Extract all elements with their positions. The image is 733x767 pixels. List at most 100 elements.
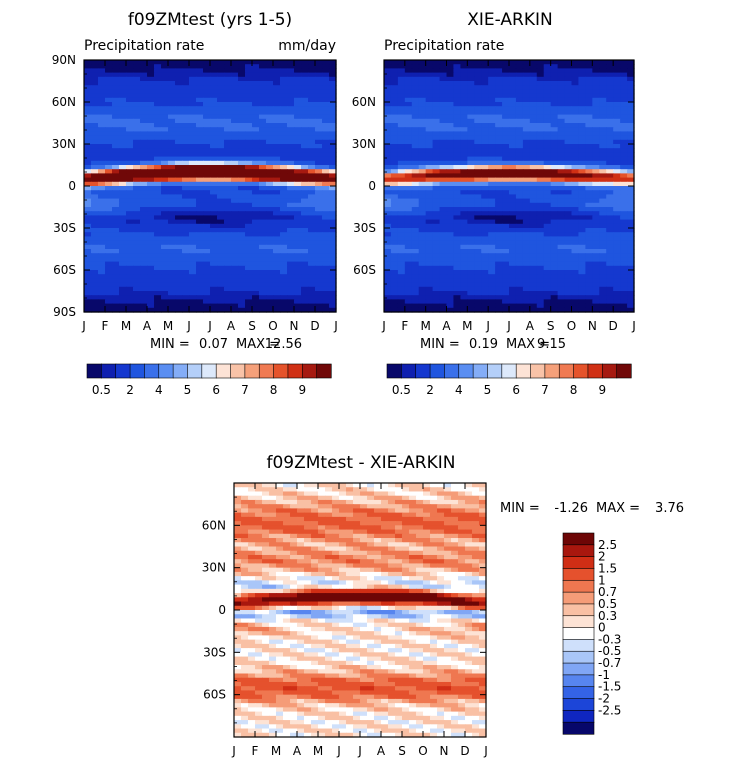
heatmap-cell <box>515 135 524 141</box>
heatmap-cell <box>606 211 614 216</box>
heatmap-cell <box>245 139 253 145</box>
colorbar-label: 7 <box>541 383 549 397</box>
heatmap-cell <box>91 286 99 292</box>
heatmap-cell <box>613 295 621 300</box>
heatmap-cell <box>627 286 635 292</box>
heatmap-cell <box>231 60 239 65</box>
heatmap-cell <box>175 307 183 313</box>
heatmap-cell <box>620 64 628 69</box>
heatmap-cell <box>210 278 218 284</box>
heatmap-cell <box>346 508 354 514</box>
heatmap-cell <box>238 236 246 242</box>
heatmap-cell <box>444 487 452 493</box>
heatmap-cell <box>620 106 628 111</box>
heatmap-cell <box>467 223 475 229</box>
heatmap-cell <box>502 60 510 65</box>
heatmap-cell <box>283 491 291 497</box>
heatmap-cell <box>210 286 218 292</box>
heatmap-cell <box>509 253 517 258</box>
heatmap-cell <box>360 533 368 539</box>
heatmap-cell <box>189 215 197 221</box>
heatmap-cell <box>210 144 218 149</box>
heatmap-cell <box>315 148 323 153</box>
heatmap-cell <box>147 253 155 258</box>
heatmap-cell <box>98 97 106 103</box>
heatmap-cell <box>259 228 267 233</box>
heatmap-cell <box>308 160 316 166</box>
heatmap-cell <box>175 186 183 191</box>
heatmap-cell <box>381 516 389 522</box>
heatmap-cell <box>571 202 580 208</box>
heatmap-cell <box>460 299 468 305</box>
heatmap-cell <box>119 303 127 309</box>
heatmap-cell <box>474 291 482 296</box>
heatmap-cell <box>175 72 183 78</box>
heatmap-cell <box>217 144 225 149</box>
heatmap-cell <box>252 64 260 69</box>
heatmap-cell <box>606 265 614 271</box>
heatmap-cell <box>578 211 586 216</box>
heatmap-cell <box>346 512 354 518</box>
heatmap-cell <box>224 186 232 191</box>
heatmap-cell <box>432 131 441 137</box>
heatmap-cell <box>273 60 281 65</box>
heatmap-cell <box>390 286 399 292</box>
heatmap-cell <box>432 114 441 120</box>
heatmap-cell <box>465 529 473 535</box>
heatmap-cell <box>231 228 239 233</box>
heatmap-cell <box>571 156 580 162</box>
heatmap-cell <box>238 148 246 153</box>
heatmap-cell <box>432 244 441 250</box>
heatmap-cell <box>318 512 326 518</box>
heatmap-cell <box>474 278 482 284</box>
heatmap-cell <box>564 274 573 279</box>
heatmap-cell <box>402 521 410 526</box>
heatmap-cell <box>84 160 92 166</box>
heatmap-cell <box>613 81 621 86</box>
heatmap-cell <box>481 282 489 288</box>
x-tick-label: M <box>121 319 131 333</box>
heatmap-cell <box>273 232 281 237</box>
heatmap-cell <box>133 253 141 258</box>
heatmap-cell <box>411 156 420 162</box>
heatmap-cell <box>189 114 197 120</box>
heatmap-cell <box>301 177 309 183</box>
heatmap-cell <box>585 85 593 90</box>
heatmap-cell <box>245 160 253 166</box>
heatmap-cell <box>446 177 455 183</box>
heatmap-cell <box>599 211 607 216</box>
heatmap-cell <box>557 232 566 237</box>
heatmap-cell <box>529 253 538 258</box>
heatmap-cell <box>418 110 427 116</box>
heatmap-cell <box>439 249 448 254</box>
heatmap-cell <box>397 291 406 296</box>
colorbar-label: 5 <box>484 383 492 397</box>
heatmap-cell <box>439 85 448 90</box>
colorbar-swatch <box>444 363 460 379</box>
heatmap-cell <box>273 299 281 305</box>
heatmap-cell <box>315 135 323 141</box>
heatmap-cell <box>315 307 323 313</box>
heatmap-cell <box>467 307 475 313</box>
heatmap-cell <box>543 223 552 229</box>
heatmap-cell <box>425 282 434 288</box>
heatmap-cell <box>388 533 396 539</box>
heatmap-cell <box>488 194 496 200</box>
heatmap-cell <box>241 529 249 535</box>
heatmap-cell <box>488 291 496 296</box>
heatmap-cell <box>460 160 468 166</box>
heatmap-cell <box>522 286 531 292</box>
heatmap-cell <box>294 102 302 107</box>
heatmap-cell <box>460 207 468 212</box>
heatmap-cell <box>529 282 538 288</box>
heatmap-cell <box>439 257 448 263</box>
heatmap-cell <box>550 236 559 242</box>
heatmap-cell <box>231 190 239 195</box>
panel-model-heatmap <box>84 60 337 313</box>
heatmap-cell <box>238 131 246 137</box>
heatmap-cell <box>388 508 396 514</box>
heatmap-cell <box>224 169 232 174</box>
heatmap-cell <box>259 127 267 132</box>
colorbar-swatch <box>530 363 546 379</box>
heatmap-cell <box>245 123 253 128</box>
